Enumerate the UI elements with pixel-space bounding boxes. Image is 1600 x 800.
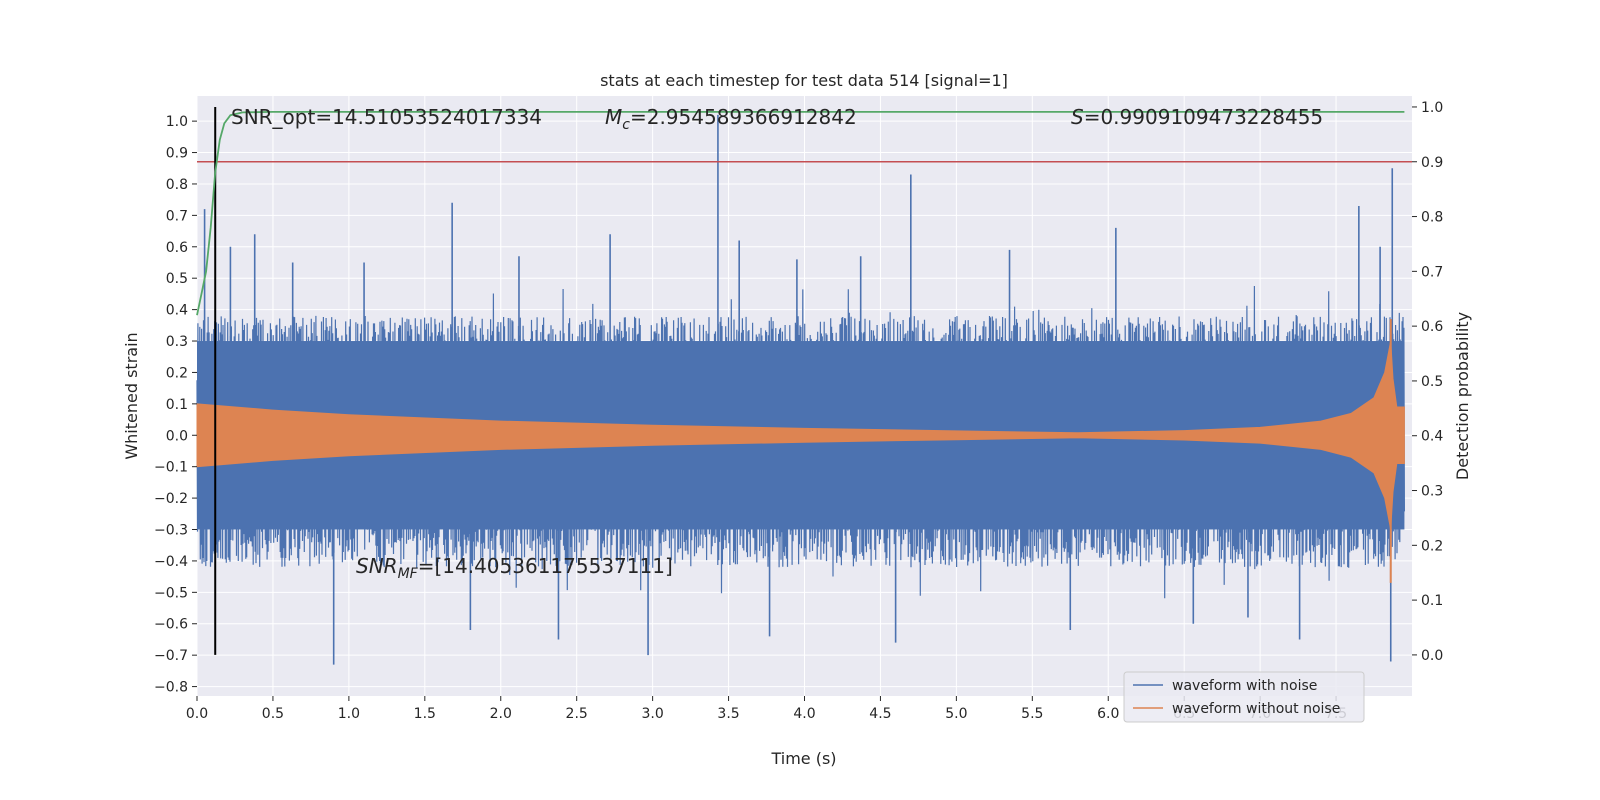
snr-mf-annotation: SNRMF=[14.405361175537111] [356,554,673,582]
snr-opt-annotation: SNR_opt=14.51053524017334 [231,105,542,129]
x-tick-label: 3.5 [717,706,739,722]
y-tick-label: 0.7 [166,208,188,224]
y-axis-label: Whitened strain [122,332,141,459]
x-tick-label: 5.0 [945,706,967,722]
mc-subscript: c [622,117,630,133]
series-detection-probability [196,111,1405,316]
x-tick-label: 3.0 [641,706,663,722]
y-tick-label: 0.5 [166,271,188,287]
data-layer [196,106,1412,665]
x-tick-label: 4.0 [793,706,815,722]
axes: 0.00.51.01.52.02.53.03.54.04.55.05.56.06… [154,100,1443,722]
y2-tick-label: 0.5 [1421,374,1443,390]
y-tick-label: −0.1 [154,460,188,476]
x-tick-label: 1.0 [338,706,360,722]
y-tick-label: 0.3 [166,334,188,350]
legend-label-clean: waveform without noise [1172,701,1340,717]
y-tick-label: −0.8 [154,680,188,696]
y-tick-label: 0.1 [166,397,188,413]
x-tick-label: 1.5 [414,706,436,722]
mc-symbol: M [605,105,622,129]
y-tick-label: 0.2 [166,365,188,381]
snr-mf-value: =[14.405361175537111] [418,554,673,578]
y-tick-label: −0.5 [154,585,188,601]
y2-tick-label: 1.0 [1421,100,1443,116]
s-symbol: S [1071,105,1084,129]
x-tick-label: 5.5 [1021,706,1043,722]
y2-axis-label: Detection probability [1453,312,1472,480]
y2-tick-label: 0.9 [1421,155,1443,171]
y-tick-label: −0.4 [154,554,188,570]
y2-tick-label: 0.6 [1421,319,1443,335]
y2-tick-label: 0.1 [1421,593,1443,609]
y-tick-label: 1.0 [166,114,188,130]
s-value: =0.9909109473228455 [1084,105,1323,129]
legend-label-noise: waveform with noise [1172,678,1317,694]
y2-tick-label: 0.2 [1421,538,1443,554]
y2-tick-label: 0.4 [1421,429,1443,445]
y-tick-label: −0.7 [154,648,188,664]
y2-tick-label: 0.0 [1421,648,1443,664]
y-tick-label: −0.6 [154,617,188,633]
mc-value: =2.954589366912842 [630,105,857,129]
x-tick-label: 6.0 [1097,706,1119,722]
y2-tick-label: 0.3 [1421,484,1443,500]
snr-mf-symbol: SNR [356,554,398,578]
y2-tick-label: 0.8 [1421,210,1443,226]
x-tick-label: 0.0 [186,706,208,722]
y-tick-label: 0.6 [166,240,188,256]
x-tick-label: 4.5 [869,706,891,722]
legend: waveform with noise waveform without noi… [1123,671,1365,723]
y2-tick-label: 0.7 [1421,264,1443,280]
y-tick-label: 0.9 [166,146,188,162]
snr-mf-subscript: MF [398,566,419,582]
y-tick-label: 0.8 [166,177,188,193]
chart-title: stats at each timestep for test data 514… [600,71,1008,90]
x-tick-label: 2.0 [490,706,512,722]
y-tick-label: 0.4 [166,303,188,319]
y-tick-label: −0.2 [154,491,188,507]
x-axis-label: Time (s) [770,749,836,768]
series-waveform-without-noise [196,340,1405,530]
s-annotation: S=0.9909109473228455 [1071,105,1323,129]
x-tick-label: 0.5 [262,706,284,722]
y-tick-label: −0.3 [154,523,188,539]
chirp-mass-annotation: Mc=2.954589366912842 [605,105,857,133]
legend-box [1123,671,1365,723]
x-tick-label: 2.5 [566,706,588,722]
y-tick-label: 0.0 [166,428,188,444]
